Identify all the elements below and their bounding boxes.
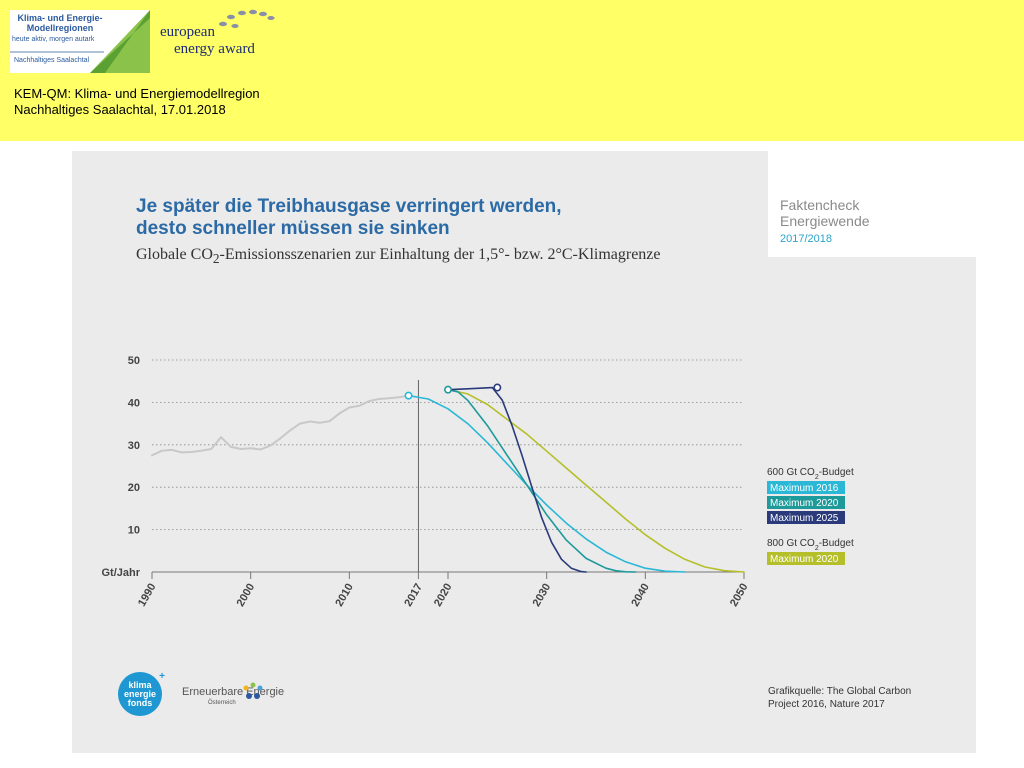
faktencheck-line1: Faktencheck [780,197,860,213]
x-tick-label: 1990 [136,582,159,609]
peak-marker [493,383,502,392]
x-tick-label: 2000 [235,582,258,609]
header-title: KEM-QM: Klima- und Energiemodellregion N… [14,86,260,118]
klima-logo-line3: fonds [127,698,153,708]
faktencheck-box: Faktencheck Energiewende 2017/2018 [768,151,976,257]
x-tick-label: 2030 [531,582,554,609]
european-energy-award-logo: european energy award [160,8,280,60]
x-tick-label: 2040 [629,582,652,609]
series-line-1 [407,394,686,573]
legend-item-label: Maximum 2020 [770,554,839,565]
chart-title-line2: desto schneller müssen sie sinken [136,218,450,239]
eea-line2: energy award [174,41,255,57]
klima-logo-line2: energie [123,689,156,699]
ee-dots-icon [243,682,263,699]
peak-marker [443,385,452,394]
peak-marker [404,391,413,400]
legend-item-label: Maximum 2020 [770,498,839,509]
erneuerbare-energie-logo: Erneuerbare Energie Österreich [182,682,302,712]
x-tick-label: 2010 [333,582,356,609]
eea-line1: european [160,24,215,40]
chart-source-credit: Grafikquelle: The Global Carbon Project … [768,686,912,710]
chart-subtitle: Globale CO2-Emissionsszenarien zur Einha… [136,246,661,267]
chart-title: Je später die Treibhausgase verringert w… [136,196,596,240]
kem-logo-region: Nachhaltiges Saalachtal [14,57,90,64]
kem-logo-tagline: heute aktiv, morgen autark [12,36,95,43]
legend-swatch [767,511,845,524]
kem-logo: Klima- und Energie- Modellregionen heute… [10,10,150,73]
faktencheck-year: 2017/2018 [780,233,832,245]
y-tick-label: 40 [128,397,140,409]
klima-logo-plus: + [159,671,165,682]
ee-logo-sub: Österreich [208,700,236,706]
y-tick-label: 20 [128,482,140,494]
kem-logo-graphic [10,10,150,73]
y-tick-label: 50 [128,355,140,367]
faktencheck-line2: Energiewende [780,213,870,229]
x-tick-label: 2050 [728,582,751,609]
series-line-2 [447,388,637,573]
kem-logo-title: Klima- und Energie- Modellregionen [17,13,103,33]
header-band [0,0,1024,141]
klima-energie-fonds-logo: klima energie fonds + [118,672,165,716]
legend-item-label: Maximum 2016 [770,483,839,494]
x-tick-label: 2020 [432,582,455,609]
eea-dots-icon [219,9,275,28]
header-title-line2: Nachhaltiges Saalachtal, 17.01.2018 [14,102,226,117]
legend-heading: 800 Gt CO2-Budget [767,538,854,552]
klima-logo-line1: klima [128,680,152,690]
legend-swatch [767,481,845,494]
legend-item-label: Maximum 2025 [770,513,839,524]
chart-title-line1: Je später die Treibhausgase verringert w… [136,196,562,217]
legend-heading: 600 Gt CO2-Budget [767,467,854,481]
y-tick-label: 30 [128,440,140,452]
series-line-3 [447,386,587,573]
header-title-line1: KEM-QM: Klima- und Energiemodellregion [14,86,260,101]
y-axis-label: Gt/Jahr [101,567,140,579]
x-tick-label: 2017 [402,582,425,609]
series-line-0 [151,394,410,457]
series-line-4 [447,388,745,573]
y-tick-label: 10 [128,525,140,537]
legend-swatch [767,496,845,509]
legend-swatch [767,552,845,565]
